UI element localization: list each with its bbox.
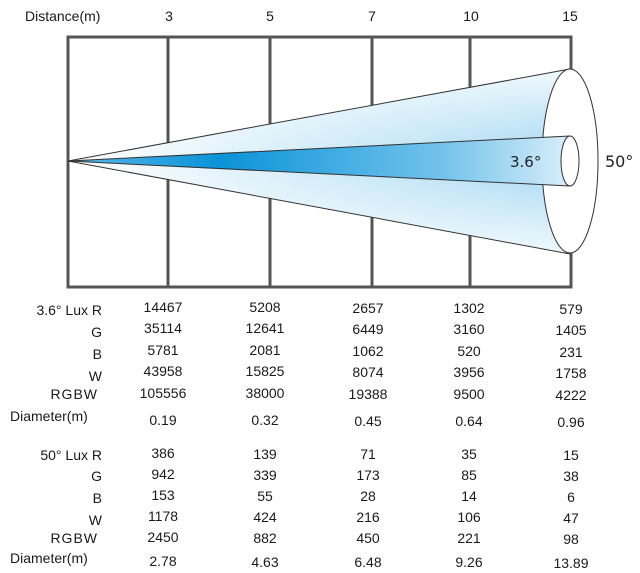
table-cell: 106 (457, 509, 481, 525)
table-cell: 5208 (249, 299, 281, 315)
table-cell: 47 (563, 510, 579, 526)
row-label: 50° Lux R (40, 447, 102, 463)
row-label: Diameter(m) (10, 408, 88, 424)
table-cell: 0.96 (557, 414, 585, 430)
table-cell: 12641 (245, 320, 285, 336)
row-label: RGBW (50, 530, 98, 546)
table-cell: 1405 (555, 322, 587, 338)
table-cell: 15 (563, 447, 579, 463)
table-cell: 0.32 (251, 412, 279, 428)
table-cell: 71 (360, 446, 376, 462)
table-cell: 3956 (453, 364, 485, 380)
narrow-beam-end-ellipse (560, 135, 580, 187)
table-cell: 1178 (147, 508, 179, 524)
table-cell: 0.19 (149, 412, 177, 428)
table-cell: 216 (356, 509, 380, 525)
row-label: W (88, 512, 102, 528)
table-cell: 13.89 (553, 555, 589, 571)
table-cell: 450 (356, 530, 380, 546)
table-cell: 386 (151, 445, 175, 461)
table-cell: 882 (253, 530, 277, 546)
table-cell: 35 (461, 446, 477, 462)
table-cell: 520 (457, 343, 481, 359)
row-label: 3.6° Lux R (36, 302, 102, 318)
table-cell: 2657 (352, 300, 384, 316)
table-cell: 1062 (352, 343, 384, 359)
table-cell: 38 (563, 468, 579, 484)
narrow-beam-outline (67, 135, 571, 187)
table-cell: 43958 (143, 363, 183, 379)
table-cell: 579 (559, 301, 583, 317)
row-label: G (91, 324, 102, 340)
distance-value: 5 (266, 8, 274, 24)
distance-header-label: Distance(m) (25, 8, 101, 24)
distance-value: 3 (165, 8, 173, 24)
table-cell: 173 (356, 467, 380, 483)
table-cell: 4222 (555, 387, 587, 403)
table-cell: 4.63 (251, 554, 279, 570)
table-cell: 35114 (144, 320, 182, 336)
table-cell: 15825 (245, 363, 285, 379)
distance-value: 15 (562, 8, 578, 24)
table-cell: 153 (151, 487, 175, 503)
narrow-beam-cone (68, 136, 570, 186)
table-cell: 9500 (453, 386, 485, 402)
narrow-angle-label: 3.6° (510, 153, 541, 171)
table-cell: 38000 (245, 385, 285, 401)
row-label: W (88, 368, 102, 384)
table-cell: 2450 (147, 529, 179, 545)
table-cell: 55 (257, 488, 273, 504)
table-cell: 2081 (249, 342, 281, 358)
table-cell: 1758 (555, 365, 587, 381)
table-cell: 2.78 (149, 553, 177, 569)
distance-value: 10 (463, 8, 479, 24)
row-label: G (91, 468, 102, 484)
table-cell: 339 (253, 467, 277, 483)
row-label: RGBW (50, 386, 98, 402)
table-cell: 9.26 (455, 554, 483, 570)
table-cell: 0.64 (455, 413, 483, 429)
table-cell: 139 (253, 446, 277, 462)
table-cell: 85 (461, 467, 477, 483)
table-cell: 942 (151, 466, 175, 482)
table-cell: 98 (563, 531, 579, 547)
table-cell: 0.45 (354, 413, 382, 429)
table-cell: 5781 (147, 342, 179, 358)
table-cell: 14467 (143, 299, 183, 315)
wide-beam-outline (67, 68, 571, 255)
row-label: B (92, 346, 102, 362)
distance-value: 7 (368, 8, 376, 24)
row-label: Diameter(m) (10, 550, 88, 566)
table-cell: 28 (360, 488, 376, 504)
table-cell: 105556 (139, 385, 187, 401)
wide-angle-label: 50° (605, 152, 633, 171)
table-cell: 424 (253, 509, 277, 525)
table-cell: 221 (457, 530, 481, 546)
table-cell: 6.48 (354, 554, 382, 570)
table-cell: 6449 (352, 321, 384, 337)
table-cell: 6 (567, 489, 575, 505)
row-label: B (92, 490, 102, 506)
table-cell: 231 (559, 344, 583, 360)
table-cell: 14 (461, 488, 477, 504)
table-cell: 19388 (348, 386, 388, 402)
beam-diagram: 3.6° 50° (66, 35, 633, 289)
table-cell: 3160 (453, 321, 485, 337)
table-cell: 8074 (352, 364, 384, 380)
table-cell: 1302 (453, 300, 485, 316)
